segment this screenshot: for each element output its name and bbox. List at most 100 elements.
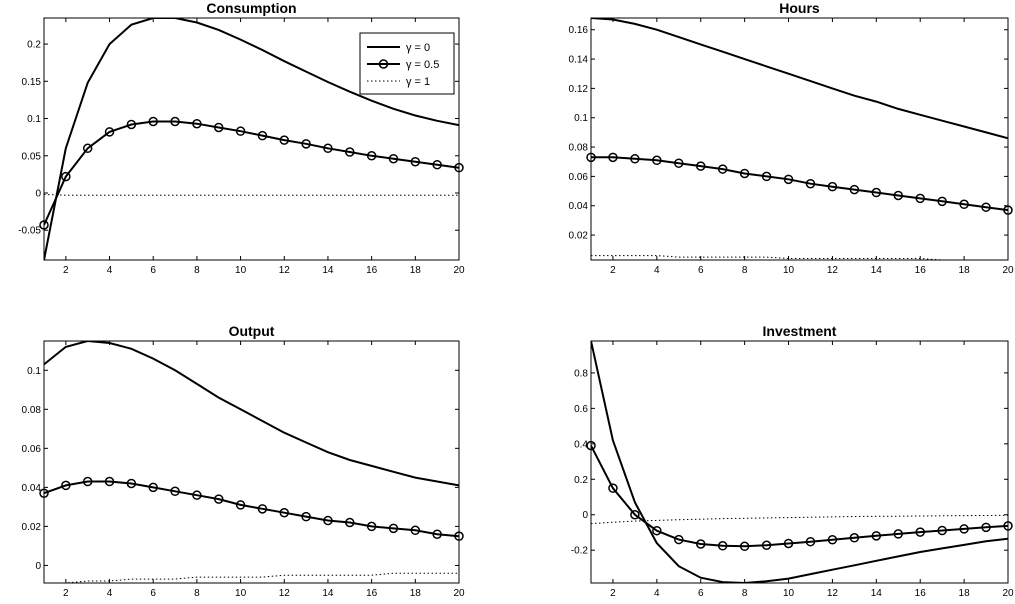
y-tick-label: 0.06 (569, 172, 589, 183)
data-point (257, 130, 268, 141)
x-tick-label: 12 (279, 588, 291, 599)
data-point (345, 517, 355, 528)
x-tick-label: 16 (915, 265, 927, 276)
data-point (345, 147, 355, 157)
data-point (783, 538, 794, 549)
x-tick-label: 12 (827, 265, 839, 276)
plot-title: Output (229, 323, 275, 339)
data-point (783, 174, 794, 185)
data-point (695, 161, 706, 171)
x-tick-label: 10 (235, 588, 247, 599)
data-point (893, 190, 904, 201)
data-point (257, 504, 268, 514)
legend-label: γ = 0.5 (406, 59, 439, 71)
x-tick-label: 18 (410, 265, 422, 276)
series-line (44, 120, 459, 226)
subplot-hours: Hours 2 4 6 8 10 12 14 16 18 20 0.02 0.04 0.06 0.08 0.1… (569, 0, 1014, 276)
data-point (959, 199, 969, 210)
y-tick-label: 0 (35, 188, 41, 199)
data-point (323, 515, 333, 526)
data-point (717, 541, 728, 551)
y-tick-label: 0.1 (27, 366, 41, 377)
y-tick-label: 0.12 (569, 84, 589, 95)
data-point (148, 116, 158, 127)
y-tick-label: 0.14 (569, 55, 589, 66)
data-point (104, 476, 115, 487)
data-point (410, 156, 421, 167)
x-tick-label: 14 (322, 588, 334, 599)
legend-label: γ = 1 (406, 76, 430, 88)
x-tick-label: 4 (107, 588, 113, 599)
y-tick-label: 0.02 (22, 522, 42, 533)
plot-title: Investment (763, 323, 837, 339)
x-tick-label: 2 (63, 588, 69, 599)
data-point (915, 527, 925, 537)
data-point (827, 534, 838, 545)
x-tick-label: 14 (871, 265, 883, 276)
data-point (301, 139, 311, 149)
y-tick-label: 0.16 (569, 25, 589, 36)
x-tick-label: 8 (742, 588, 748, 599)
data-point (630, 154, 640, 164)
series-line (591, 255, 1008, 260)
subplot-output: Output 2 4 6 8 10 12 14 16 18 20 0 0.02 0.04 0.06 0.08 0… (22, 323, 465, 599)
x-tick-label: 4 (107, 265, 113, 276)
x-tick-label: 8 (194, 588, 200, 599)
data-point (279, 135, 290, 145)
legend: γ = 0 γ = 0.5 γ = 1 (359, 32, 455, 95)
y-tick-label: 0.2 (27, 40, 41, 51)
x-tick-label: 6 (150, 265, 156, 276)
series-line (44, 572, 459, 583)
y-tick-label: 0.05 (22, 151, 42, 162)
data-point (893, 529, 904, 539)
x-tick-label: 14 (871, 588, 883, 599)
data-point (608, 152, 618, 163)
data-point (432, 159, 442, 170)
data-point (739, 541, 750, 552)
x-tick-label: 20 (1002, 265, 1014, 276)
data-point (849, 533, 860, 543)
y-tick-label: 0.1 (27, 114, 41, 125)
data-point (915, 193, 925, 204)
x-tick-label: 6 (698, 588, 704, 599)
data-point (652, 525, 662, 536)
data-point (213, 122, 224, 133)
data-point (104, 127, 115, 137)
data-point (432, 529, 442, 539)
x-tick-label: 2 (610, 588, 616, 599)
plot-title: Hours (779, 0, 820, 16)
x-tick-label: 10 (783, 588, 795, 599)
data-point (366, 521, 377, 532)
series-line (591, 341, 1008, 583)
axes-frame (43, 340, 460, 584)
data-point (61, 171, 71, 182)
series-line (44, 194, 459, 196)
data-point (674, 534, 684, 545)
series-line (44, 18, 459, 260)
x-tick-label: 20 (1002, 588, 1014, 599)
y-tick-label: 0.06 (22, 444, 42, 455)
data-point (695, 539, 706, 549)
legend-marker (378, 59, 389, 69)
data-point (235, 126, 246, 136)
subplot-consumption: Consumption 2 4 6 8 10 12 14 16 18 20 -0.05 0 0.05 0.1… (18, 0, 465, 276)
x-tick-label: 16 (915, 588, 927, 599)
y-tick-label: 0.08 (569, 143, 589, 154)
data-point (323, 143, 333, 154)
data-point (82, 476, 93, 487)
y-tick-label: 0.15 (22, 77, 42, 88)
data-point (192, 490, 202, 500)
y-tick-label: 0.1 (574, 113, 588, 124)
data-point (959, 524, 969, 534)
subplot-investment: Investment 2 4 6 8 10 12 14 16 18 20 -0.2 0 0.2 0.4 0.6… (571, 323, 1014, 599)
data-point (61, 480, 71, 491)
data-point (937, 196, 947, 207)
data-point (761, 171, 772, 182)
x-tick-label: 14 (322, 265, 334, 276)
x-tick-label: 20 (453, 265, 465, 276)
data-point (170, 116, 180, 127)
x-tick-label: 8 (194, 265, 200, 276)
x-tick-label: 4 (654, 265, 660, 276)
x-tick-label: 18 (959, 265, 971, 276)
